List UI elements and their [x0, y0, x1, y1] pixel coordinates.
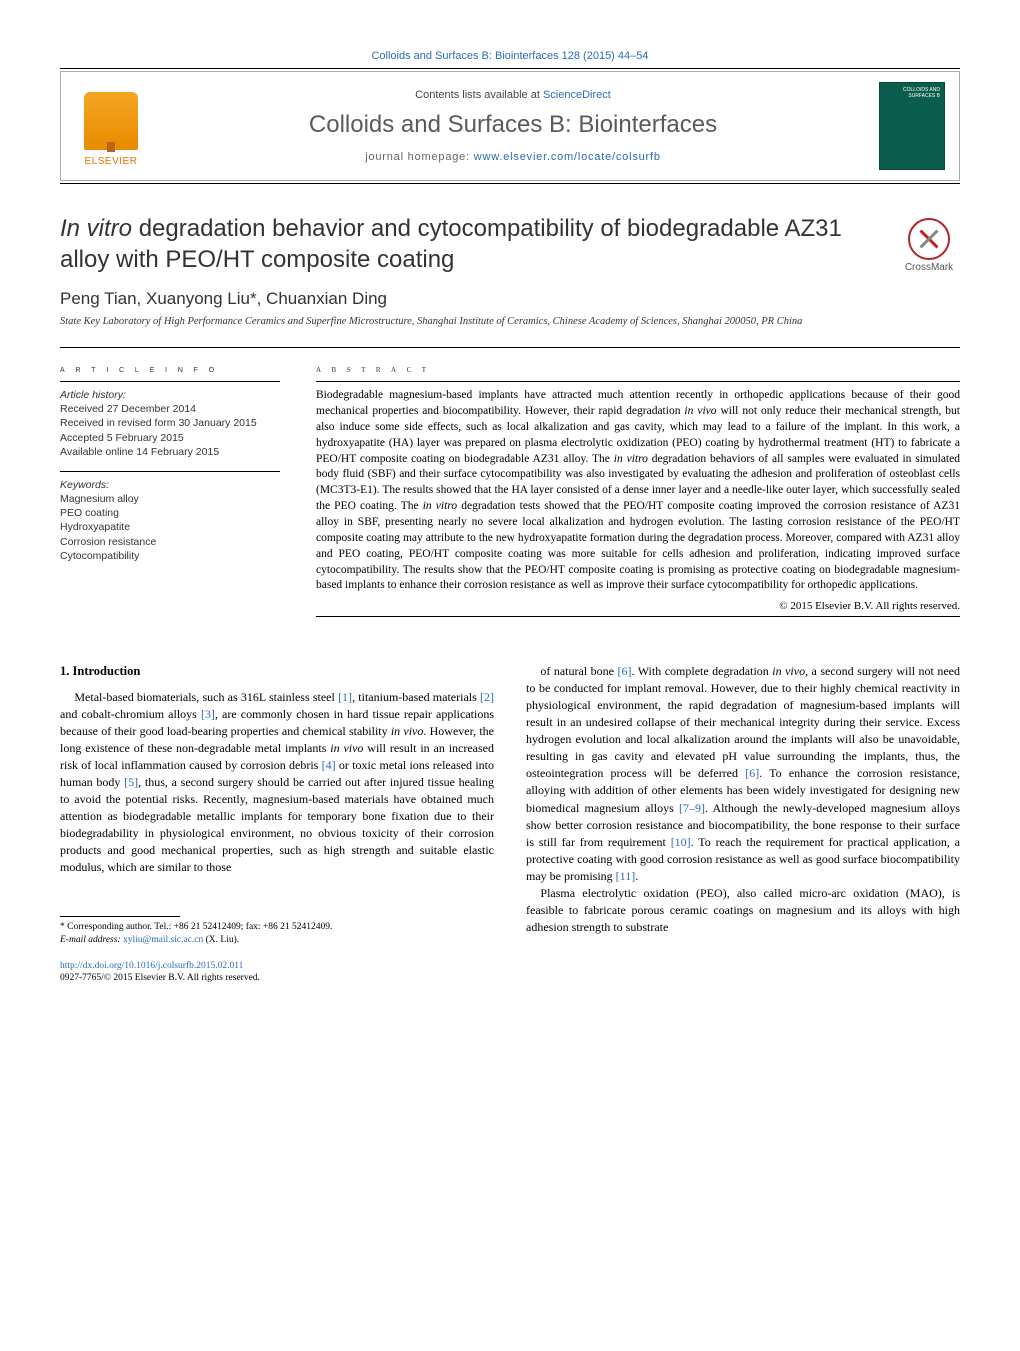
history-label: Article history: [60, 388, 280, 402]
abstract-body: Biodegradable magnesium-based implants h… [316, 388, 960, 594]
info-row: a r t i c l e i n f o Article history: R… [60, 348, 960, 623]
history-received: Received 27 December 2014 [60, 402, 280, 416]
running-citation: Colloids and Surfaces B: Biointerfaces 1… [60, 50, 960, 62]
email-link[interactable]: xyliu@mail.sic.ac.cn [123, 935, 203, 945]
article-info-rule [60, 381, 280, 382]
journal-cover-thumb: COLLOIDS AND SURFACES B [879, 82, 945, 170]
abstract-copyright: © 2015 Elsevier B.V. All rights reserved… [316, 600, 960, 612]
keyword-item: Cytocompatibility [60, 549, 280, 563]
contents-list-line: Contents lists available at ScienceDirec… [163, 89, 863, 101]
crossmark-label: CrossMark [905, 262, 953, 273]
abstract-italic: in vitro [423, 500, 457, 512]
left-column: 1. Introduction Metal-based biomaterials… [60, 663, 494, 984]
keywords-rule [60, 471, 280, 472]
article-title: In vitro degradation behavior and cytoco… [60, 214, 878, 275]
issn-line: 0927-7765/© 2015 Elsevier B.V. All right… [60, 973, 260, 983]
keyword-item: PEO coating [60, 506, 280, 520]
keywords-label: Keywords: [60, 478, 280, 492]
history-revised: Received in revised form 30 January 2015 [60, 416, 280, 430]
journal-homepage: journal homepage: www.elsevier.com/locat… [163, 151, 863, 163]
crossmark-icon [908, 218, 950, 260]
header-center: Contents lists available at ScienceDirec… [163, 89, 863, 163]
doi-link[interactable]: http://dx.doi.org/10.1016/j.colsurfb.201… [60, 961, 243, 971]
email-label: E-mail address: [60, 935, 123, 945]
doi-block: http://dx.doi.org/10.1016/j.colsurfb.201… [60, 960, 494, 985]
authors: Peng Tian, Xuanyong Liu*, Chuanxian Ding [60, 289, 960, 309]
footnote-rule [60, 916, 180, 917]
header-bottom-rule [60, 183, 960, 184]
title-italic-lead: In vitro [60, 215, 132, 242]
crossmark-badge[interactable]: CrossMark [898, 218, 960, 273]
abstract-bottom-rule [316, 616, 960, 617]
email-suffix: (X. Liu). [203, 935, 239, 945]
body-columns: 1. Introduction Metal-based biomaterials… [60, 663, 960, 984]
history-online: Available online 14 February 2015 [60, 445, 280, 459]
abstract-block: a b s t r a c t Biodegradable magnesium-… [316, 348, 960, 623]
top-rule [60, 68, 960, 69]
sciencedirect-link[interactable]: ScienceDirect [543, 89, 611, 101]
abstract-rule [316, 381, 960, 382]
journal-header: ELSEVIER Contents lists available at Sci… [60, 71, 960, 181]
body-paragraph: Plasma electrolytic oxidation (PEO), als… [526, 885, 960, 936]
article-info-heading: a r t i c l e i n f o [60, 364, 280, 375]
article-info-block: a r t i c l e i n f o Article history: R… [60, 348, 280, 623]
page: Colloids and Surfaces B: Biointerfaces 1… [0, 0, 1020, 1025]
homepage-prefix: journal homepage: [365, 151, 474, 163]
abstract-italic: in vivo [684, 405, 716, 417]
keyword-item: Corrosion resistance [60, 535, 280, 549]
elsevier-label: ELSEVIER [85, 156, 138, 167]
homepage-link[interactable]: www.elsevier.com/locate/colsurfb [474, 151, 661, 163]
elsevier-logo: ELSEVIER [75, 85, 147, 167]
history-accepted: Accepted 5 February 2015 [60, 431, 280, 445]
title-rest: degradation behavior and cytocompatibili… [60, 215, 842, 273]
email-footnote: E-mail address: xyliu@mail.sic.ac.cn (X.… [60, 934, 494, 946]
corresponding-footnote: * Corresponding author. Tel.: +86 21 524… [60, 921, 494, 933]
keyword-item: Magnesium alloy [60, 492, 280, 506]
abstract-text: degradation tests showed that the PEO/HT… [316, 500, 960, 591]
journal-name: Colloids and Surfaces B: Biointerfaces [163, 111, 863, 139]
abstract-heading: a b s t r a c t [316, 364, 960, 375]
abstract-italic: in vitro [614, 453, 648, 465]
right-column: of natural bone [6]. With complete degra… [526, 663, 960, 984]
body-paragraph: of natural bone [6]. With complete degra… [526, 663, 960, 884]
affiliation: State Key Laboratory of High Performance… [60, 315, 960, 329]
elsevier-tree-icon [84, 92, 138, 150]
contents-prefix: Contents lists available at [415, 89, 543, 101]
section-heading: 1. Introduction [60, 663, 494, 681]
title-row: In vitro degradation behavior and cytoco… [60, 214, 960, 275]
body-paragraph: Metal-based biomaterials, such as 316L s… [60, 689, 494, 876]
keyword-item: Hydroxyapatite [60, 520, 280, 534]
